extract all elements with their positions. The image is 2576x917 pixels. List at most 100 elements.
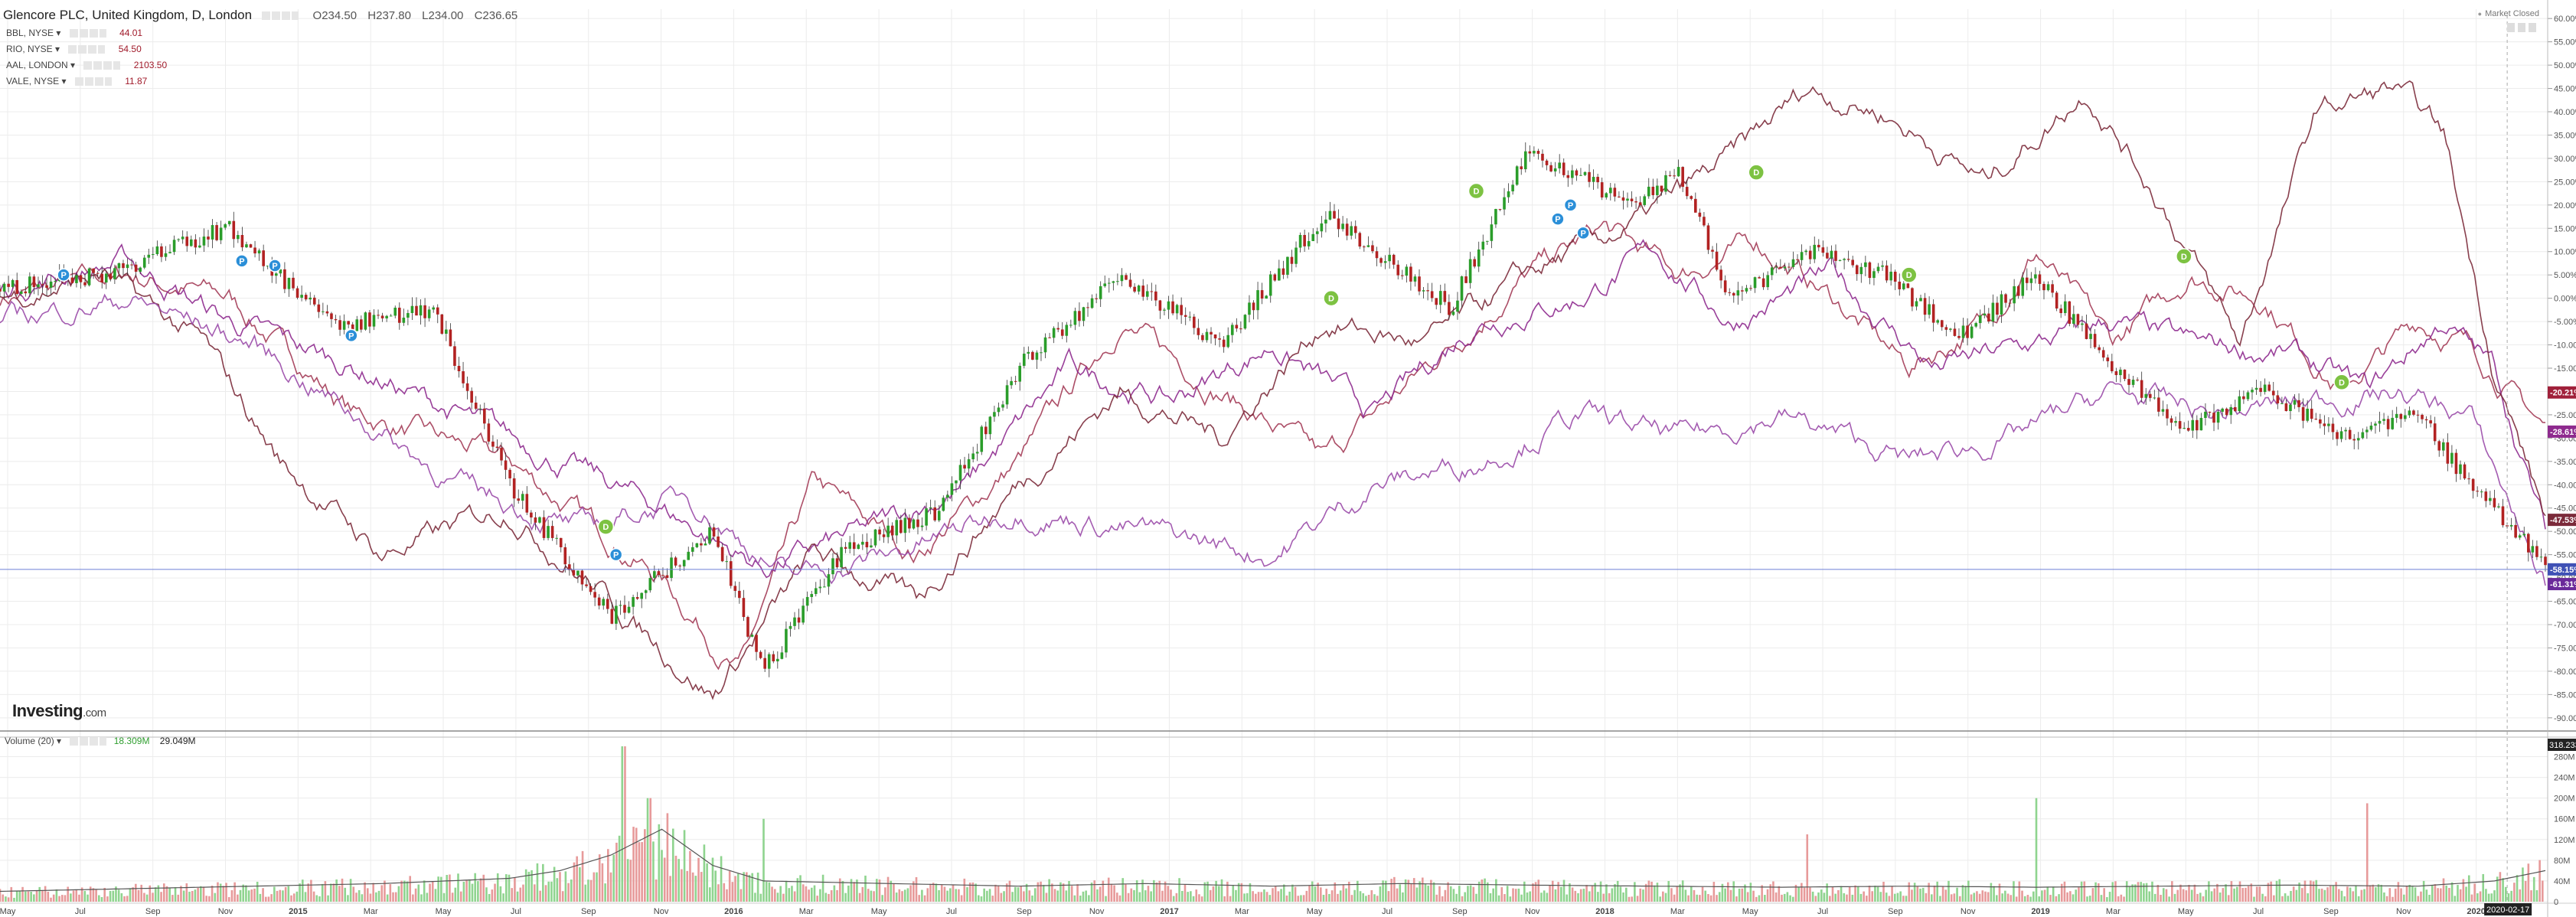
- candle-body: [1311, 233, 1315, 241]
- compare-toolbox[interactable]: [74, 77, 112, 86]
- candle-body: [2021, 277, 2025, 296]
- candle-body: [2412, 410, 2415, 415]
- volume-bar: [262, 888, 264, 902]
- candle-body: [1503, 197, 1506, 210]
- volume-bar: [2524, 880, 2527, 902]
- compare-row[interactable]: BBL, NYSE ▾ 44.01: [6, 28, 143, 38]
- candle-body: [2463, 464, 2467, 479]
- volume-bar: [2210, 891, 2213, 902]
- volume-bar: [2035, 798, 2038, 902]
- candle-body: [1881, 265, 1884, 267]
- volume-bar: [1203, 882, 1206, 902]
- volume-bar: [1452, 889, 1455, 902]
- volume-bar: [106, 896, 109, 902]
- volume-bar: [2080, 881, 2083, 902]
- volume-bar: [773, 889, 776, 902]
- volume-bar: [1458, 886, 1461, 902]
- compare-toolbox[interactable]: [68, 45, 106, 54]
- x-tick-label: 2020: [2467, 907, 2485, 916]
- volume-bar: [1693, 889, 1696, 902]
- volume-bar: [89, 886, 92, 902]
- volume-bar: [1727, 882, 1729, 902]
- candle-body: [1834, 250, 1837, 261]
- candle-body: [134, 264, 138, 272]
- volume-bar: [1879, 892, 1882, 902]
- candle-body: [2336, 432, 2339, 439]
- volume-header[interactable]: Volume (20) ▾ 18.309M 29.049M: [5, 736, 196, 746]
- volume-bar: [1237, 883, 1240, 902]
- compare-row[interactable]: RIO, NYSE ▾ 54.50: [6, 44, 142, 54]
- volume-bar: [963, 878, 966, 902]
- volume-bar: [683, 830, 686, 902]
- volume-bar: [873, 891, 875, 902]
- volume-bar: [129, 888, 132, 902]
- volume-bar: [2405, 886, 2408, 902]
- candle-body: [2259, 387, 2262, 393]
- volume-bar: [1187, 892, 1189, 902]
- volume-bar: [1396, 888, 1399, 902]
- pane-buttons[interactable]: [2507, 23, 2538, 32]
- candle-body: [2271, 390, 2275, 396]
- candle-body: [2433, 423, 2437, 442]
- candle-body: [1571, 170, 1574, 178]
- compare-row[interactable]: VALE, NYSE ▾ 11.87: [6, 76, 148, 86]
- volume-bar: [1339, 890, 1342, 902]
- candle-body: [2196, 419, 2199, 431]
- volume-bar: [1370, 889, 1373, 902]
- header-toolbox[interactable]: [261, 11, 299, 21]
- volume-bar: [1503, 894, 1506, 902]
- candle-body: [2170, 418, 2173, 423]
- volume-bar: [1240, 883, 1243, 902]
- volume-bar: [1891, 886, 1893, 902]
- volume-bar: [2397, 882, 2400, 902]
- compare-toolbox[interactable]: [69, 29, 106, 38]
- candle-body: [627, 606, 631, 613]
- volume-bar: [384, 880, 386, 902]
- volume-bar: [1229, 896, 1232, 902]
- candle-body: [79, 275, 83, 282]
- x-tick-label: Mar: [364, 907, 378, 916]
- candle-body: [1210, 331, 1213, 334]
- volume-bar: [205, 896, 207, 902]
- volume-bar: [10, 886, 13, 902]
- volume-bar: [1794, 884, 1797, 902]
- compare-row[interactable]: AAL, LONDON ▾ 2103.50: [6, 60, 168, 70]
- volume-bar: [1427, 886, 1429, 902]
- volume-bar: [2193, 884, 2196, 902]
- volume-toolbox[interactable]: [70, 737, 107, 746]
- candle-body: [657, 571, 661, 576]
- volume-bar: [1707, 894, 1709, 902]
- candle-body: [1978, 315, 1982, 324]
- candle-body: [2471, 478, 2475, 491]
- candle-body: [1422, 290, 1425, 292]
- volume-bar: [2046, 886, 2049, 902]
- volume-bar: [1636, 896, 1639, 902]
- volume-bar: [1379, 886, 1382, 902]
- volume-bar: [1911, 889, 1913, 902]
- candle-body: [1298, 234, 1302, 248]
- volume-bar: [290, 895, 292, 902]
- candle-body: [1265, 295, 1268, 299]
- candle-body: [1120, 275, 1124, 282]
- candle-body: [2025, 277, 2029, 283]
- volume-bar: [1523, 881, 1526, 902]
- volume-bar: [2041, 890, 2043, 902]
- compare-toolbox[interactable]: [83, 61, 121, 70]
- volume-bar: [2171, 881, 2173, 902]
- candle-body: [372, 315, 376, 327]
- candle-body: [2, 283, 6, 292]
- candle-body: [2450, 452, 2454, 464]
- volume-bar: [1704, 890, 1707, 902]
- volume-bar: [2532, 876, 2535, 902]
- volume-bar: [1308, 885, 1311, 902]
- y-tick-label: -55.00%: [2554, 551, 2576, 560]
- candle-body: [1864, 262, 1867, 267]
- volume-bar: [2318, 889, 2320, 902]
- volume-bar: [247, 890, 250, 902]
- candle-body: [508, 469, 511, 478]
- candle-body: [937, 511, 941, 521]
- candle-body: [1668, 175, 1672, 176]
- volume-bar: [375, 892, 377, 902]
- candle-body: [2178, 421, 2182, 429]
- volume-bar: [867, 889, 870, 902]
